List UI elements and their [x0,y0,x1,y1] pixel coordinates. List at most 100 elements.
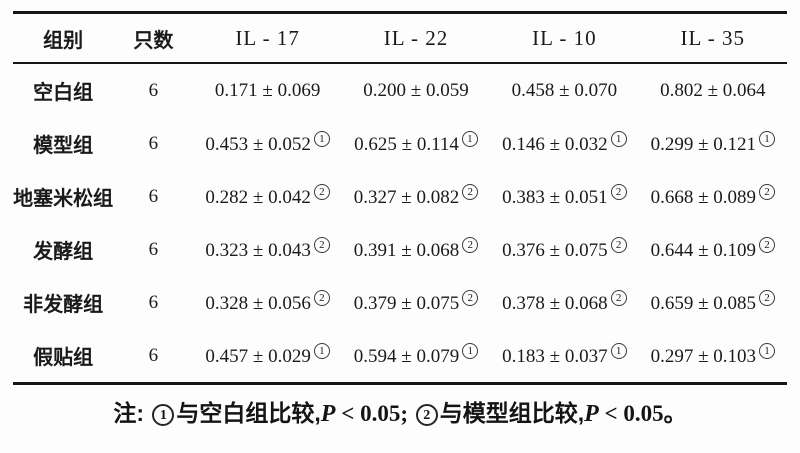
footnote-mark-circle: 1 [759,343,775,359]
measurement-value: 0.453 ± 0.052 [205,134,311,155]
value-cell: 0.200 ± 0.059 [342,63,490,117]
measurement-value: 0.802 ± 0.064 [660,79,766,101]
col-header-il17: IL - 17 [235,25,300,50]
value-cell: 0.379 ± 0.075 2 [342,276,490,329]
footnote-mark-circle: 1 [610,343,627,359]
footnote-mark-circle: 2 [313,290,330,306]
animal-count: 6 [148,79,159,101]
animal-count: 6 [148,238,159,260]
value-cell: 0.328 ± 0.056 2 [193,276,341,329]
value-cell: 0.297 ± 0.103 1 [639,329,787,384]
value-cell: 0.458 ± 0.070 [490,63,638,117]
value-cell: 0.327 ± 0.082 2 [342,170,490,223]
measurement-value: 0.146 ± 0.032 [502,134,608,155]
group-name: 发酵组 [33,241,94,263]
measurement-value: 0.383 ± 0.051 [502,187,608,208]
p-threshold1: < 0.05; [335,401,414,426]
value-cell: 0.323 ± 0.043 2 [193,223,341,276]
animal-count: 6 [148,132,159,154]
footnote-mark-circle: 1 [461,131,478,147]
measurement-value: 0.379 ± 0.075 [353,293,460,314]
group-name: 模型组 [33,135,94,157]
footnote: 注: 1 与空白组比较,P < 0.05; 2 与模型组比较,P < 0.05。 [13,398,787,429]
value-cell: 0.625 ± 0.114 1 [342,117,490,170]
footnote-mark-circle: 2 [610,184,627,200]
footnote-mark-circle: 1 [759,131,775,147]
footnote-mark-circle: 2 [759,184,775,200]
footnote-mark-circle: 2 [610,290,627,306]
col-header-il10: IL - 10 [532,25,597,50]
footnote-mark-circle: 2 [462,184,479,200]
table-row: 空白组 6 0.171 ± 0.069 0.200 ± 0.059 0.458 … [13,63,787,117]
col-header-count: 只数 [133,29,174,52]
measurement-value: 0.457 ± 0.029 [205,346,311,367]
col-header-il22: IL - 22 [383,25,449,50]
value-cell: 0.453 ± 0.052 1 [193,117,341,170]
value-cell: 0.383 ± 0.051 2 [490,170,638,223]
footnote-mark2-circle: 2 [415,404,438,426]
measurement-value: 0.391 ± 0.068 [353,240,460,261]
footnote-mark1-circle: 1 [152,404,175,426]
table-row: 发酵组 6 0.323 ± 0.043 2 0.391 ± 0.068 2 0.37… [13,223,787,276]
measurement-value: 0.297 ± 0.103 [650,346,756,367]
footnote-mark-circle: 2 [610,237,627,253]
measurement-value: 0.171 ± 0.069 [214,79,321,101]
value-cell: 0.146 ± 0.032 1 [490,117,638,170]
measurement-value: 0.200 ± 0.059 [363,79,469,101]
measurement-value: 0.378 ± 0.068 [502,293,608,314]
value-cell: 0.644 ± 0.109 2 [639,223,787,276]
value-cell: 0.391 ± 0.068 2 [342,223,490,276]
table-row: 地塞米松组 6 0.282 ± 0.042 2 0.327 ± 0.082 2 0.… [13,170,787,223]
measurement-value: 0.668 ± 0.089 [650,187,756,208]
group-name: 假贴组 [33,347,94,369]
table-row: 非发酵组 6 0.328 ± 0.056 2 0.379 ± 0.075 2 0.3… [13,276,787,329]
measurement-value: 0.299 ± 0.121 [650,134,756,155]
measurement-value: 0.376 ± 0.075 [502,240,608,261]
measurement-value: 0.458 ± 0.070 [511,79,618,101]
footnote-mark-circle: 2 [313,237,330,253]
footnote-mark-circle: 1 [610,131,627,147]
value-cell: 0.183 ± 0.037 1 [490,329,638,384]
footnote-text1: 与空白组比较, [176,400,321,426]
p-symbol: P [584,401,599,427]
measurement-value: 0.659 ± 0.085 [650,293,756,314]
footnote-mark-circle: 2 [759,290,775,306]
results-table: 组别 只数 IL - 17 IL - 22 IL - 10 IL - 35 空白… [13,11,787,385]
group-name: 空白组 [33,82,94,104]
footnote-mark-circle: 1 [313,343,330,359]
value-cell: 0.457 ± 0.029 1 [193,329,341,384]
animal-count: 6 [148,185,159,207]
footnote-mark-circle: 2 [313,184,330,200]
col-header-il35: IL - 35 [680,25,746,50]
value-cell: 0.659 ± 0.085 2 [639,276,787,329]
animal-count: 6 [148,291,159,313]
p-threshold2: < 0.05。 [598,401,687,426]
footnote-mark-circle: 2 [462,290,479,306]
header-row: 组别 只数 IL - 17 IL - 22 IL - 10 IL - 35 [13,13,787,63]
table-row: 模型组 6 0.453 ± 0.052 1 0.625 ± 0.114 1 0.14… [13,117,787,170]
value-cell: 0.594 ± 0.079 1 [342,329,490,384]
table-row: 假贴组 6 0.457 ± 0.029 1 0.594 ± 0.079 1 0.18… [13,329,787,384]
value-cell: 0.376 ± 0.075 2 [490,223,638,276]
measurement-value: 0.323 ± 0.043 [205,240,311,261]
footnote-text2: 与模型组比较, [439,400,585,426]
measurement-value: 0.328 ± 0.056 [205,293,311,314]
footnote-mark-circle: 2 [759,237,775,253]
measurement-value: 0.282 ± 0.042 [205,187,311,208]
value-cell: 0.378 ± 0.068 2 [490,276,638,329]
measurement-value: 0.327 ± 0.082 [353,187,460,208]
value-cell: 0.299 ± 0.121 1 [639,117,787,170]
footnote-label: 注: [113,400,151,426]
value-cell: 0.802 ± 0.064 [639,63,787,117]
col-header-group: 组别 [43,29,84,52]
measurement-value: 0.183 ± 0.037 [502,346,608,367]
value-cell: 0.282 ± 0.042 2 [193,170,341,223]
footnote-mark-circle: 2 [462,237,479,253]
footnote-mark-circle: 1 [462,343,479,359]
footnote-mark-circle: 1 [313,131,330,147]
measurement-value: 0.644 ± 0.109 [650,240,756,261]
p-symbol: P [320,401,336,427]
group-name: 非发酵组 [23,294,104,316]
group-name: 地塞米松组 [13,188,114,210]
